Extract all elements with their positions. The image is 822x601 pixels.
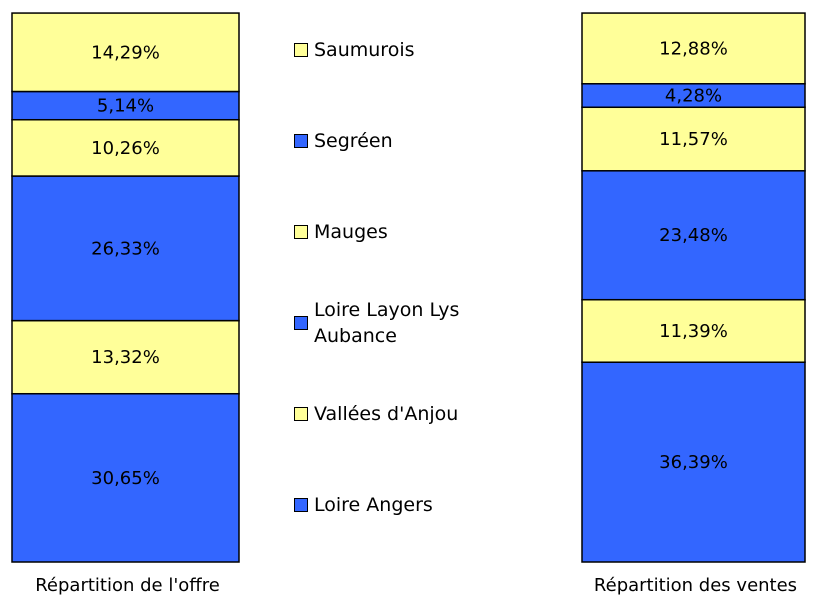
value-label: 14,29% (91, 42, 160, 63)
value-label: 23,48% (659, 225, 728, 246)
legend-swatch (294, 315, 308, 330)
value-label: 4,28% (665, 86, 722, 107)
value-label: 11,57% (659, 129, 728, 150)
x-tick-label: Répartition de l'offre (35, 575, 220, 596)
value-label: 11,39% (659, 321, 728, 342)
value-label: 13,32% (91, 347, 160, 368)
legend-item: Loire Layon Lys Aubance (290, 277, 530, 368)
bar-segment (581, 361, 806, 563)
legend-item: Vallées d'Anjou (290, 368, 530, 459)
bar-segment (11, 12, 240, 93)
legend-item: Loire Angers (290, 459, 530, 550)
legend-swatch (294, 497, 308, 512)
legend-label: Saumurois (314, 38, 415, 61)
bar-segment (581, 298, 806, 363)
bar-segment (581, 106, 806, 172)
bar-segment (581, 170, 806, 301)
value-label: 12,88% (659, 38, 728, 59)
legend-item: Segréen (290, 95, 530, 186)
value-label: 30,65% (91, 468, 160, 489)
value-label: 5,14% (97, 96, 154, 117)
x-tick-label: Répartition des ventes (594, 575, 797, 596)
legend-item: Mauges (290, 186, 530, 277)
value-label: 36,39% (659, 452, 728, 473)
value-label: 26,33% (91, 238, 160, 259)
bar-segment (11, 90, 240, 121)
legend-swatch (294, 406, 308, 421)
legend: Saumurois Segréen Mauges Loire Layon Lys Au… (290, 4, 530, 550)
bar-segment (11, 319, 240, 395)
legend-item: Saumurois (290, 4, 530, 95)
legend-swatch (294, 224, 308, 239)
value-label: 10,26% (91, 138, 160, 159)
legend-label: Segréen (314, 129, 393, 152)
legend-swatch (294, 42, 308, 57)
legend-label: Mauges (314, 220, 388, 243)
legend-label: Loire Layon Lys Aubance (314, 298, 460, 347)
legend-swatch (294, 133, 308, 148)
legend-label: Loire Angers (314, 493, 433, 516)
legend-label: Vallées d'Anjou (314, 402, 459, 425)
bar-segment (581, 12, 806, 85)
bar-segment (11, 392, 240, 563)
bar-segment (11, 175, 240, 322)
